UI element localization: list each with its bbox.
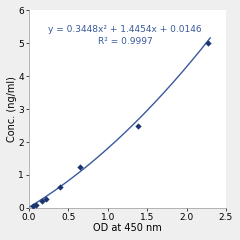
Point [136, 124, 140, 127]
Point [40, 199, 44, 203]
Point [206, 41, 210, 45]
X-axis label: OD at 450 nm: OD at 450 nm [93, 223, 162, 233]
Y-axis label: Conc. (ng/ml): Conc. (ng/ml) [7, 76, 17, 142]
Point [34, 203, 38, 207]
Point [31, 204, 35, 208]
Point [44, 197, 48, 200]
Text: y = 0.3448x² + 1.4454x + 0.0146
R² = 0.9997: y = 0.3448x² + 1.4454x + 0.0146 R² = 0.9… [48, 25, 202, 46]
Point [59, 185, 62, 189]
Point [78, 165, 82, 169]
